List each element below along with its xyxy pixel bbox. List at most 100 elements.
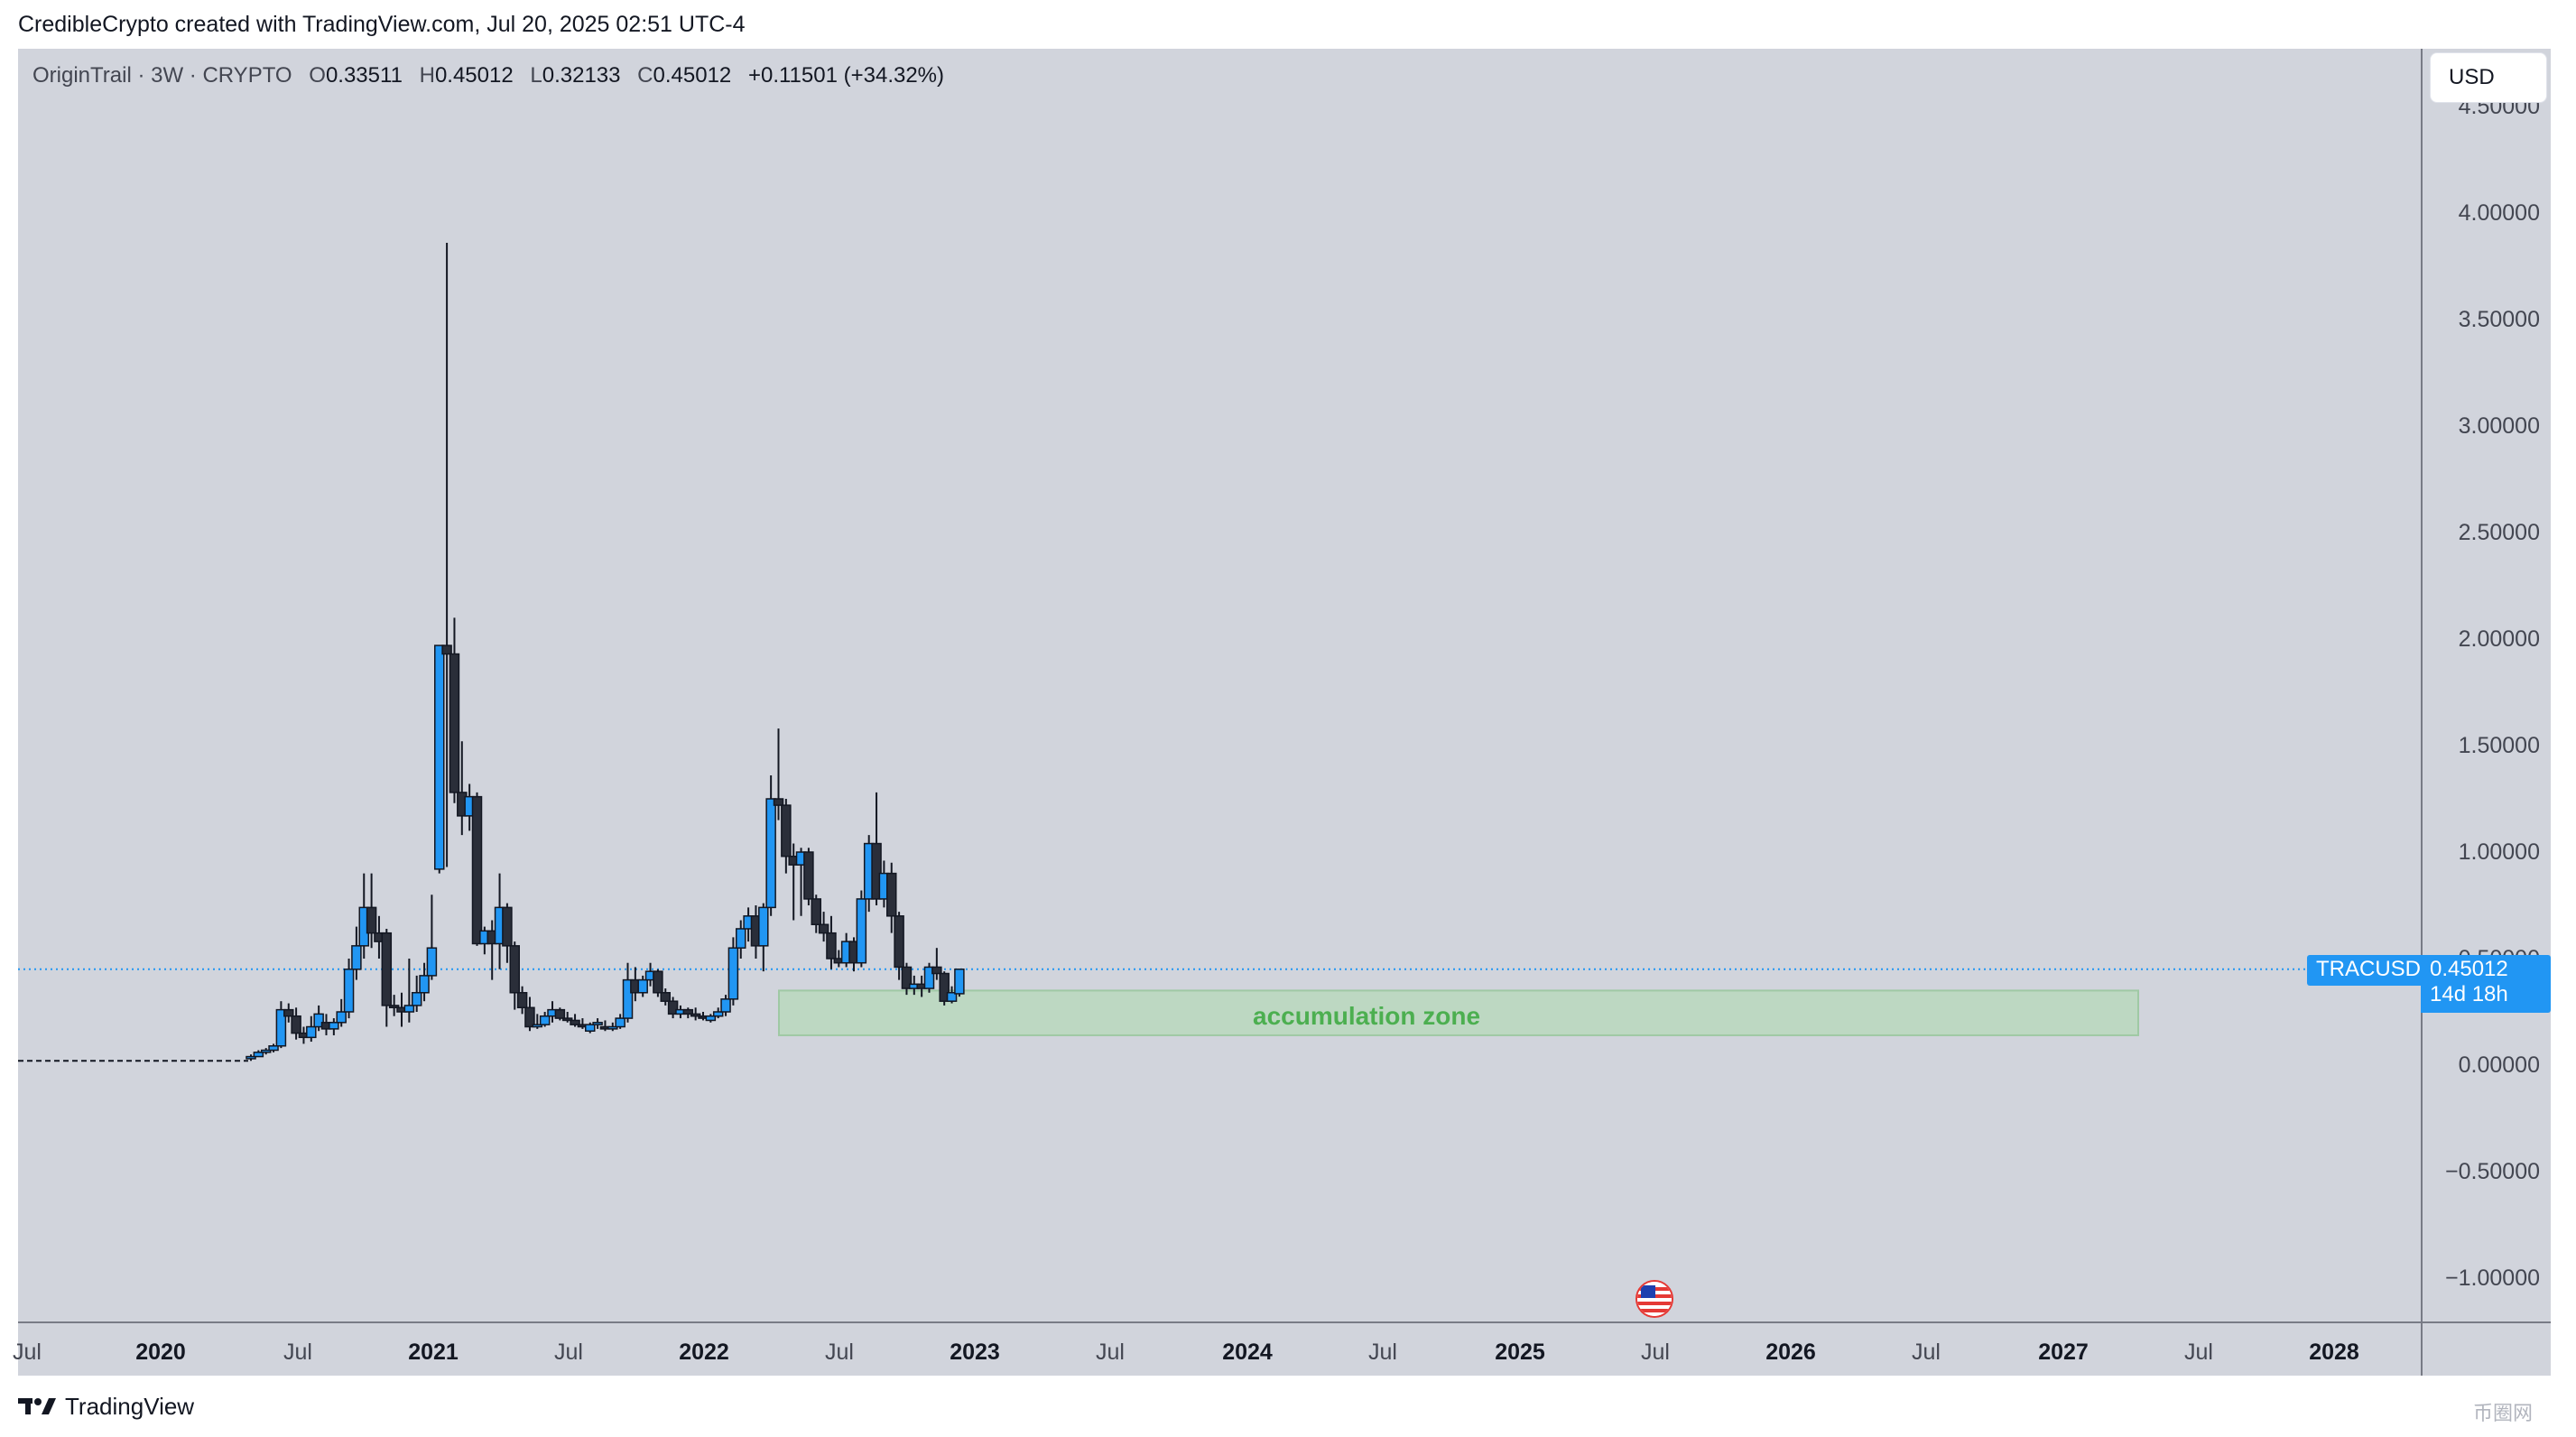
candle-down	[554, 1008, 566, 1019]
candle-up	[856, 898, 867, 964]
candle-up	[260, 1049, 272, 1053]
low-label: L	[530, 63, 542, 88]
candle-down	[502, 906, 513, 947]
candle-down	[690, 1013, 701, 1017]
candle-up	[592, 1022, 603, 1025]
time-tick-label: Jul	[1641, 1340, 1670, 1365]
time-tick-label: Jul	[13, 1340, 42, 1365]
candle-up	[246, 1055, 256, 1060]
price-tick-label: 3.50000	[2458, 307, 2540, 332]
chart-attribution: CredibleCrypto created with TradingView.…	[18, 11, 746, 37]
candle-down	[449, 653, 460, 793]
price-tick-label: 3.00000	[2458, 413, 2540, 439]
candle-up	[419, 975, 430, 994]
candle-up	[275, 1008, 287, 1047]
symbol-legend: OriginTrail · 3W · CRYPTO O0.33511 H0.45…	[32, 63, 944, 88]
time-tick-label: Jul	[2184, 1340, 2213, 1365]
candle-down	[366, 906, 377, 934]
candle-up	[923, 966, 935, 989]
price-scale[interactable]: 4.50000 4.00000 3.50000 3.00000 2.50000 2.000…	[2421, 49, 2551, 1321]
candle-up	[313, 1013, 324, 1028]
price-tick-label: −0.50000	[2445, 1159, 2540, 1184]
price-tick-label: 2.00000	[2458, 626, 2540, 652]
candle-down	[826, 932, 837, 960]
candle-up	[637, 978, 648, 994]
candle-up	[585, 1024, 596, 1032]
candle-down	[388, 1005, 400, 1009]
last-price-tag: 0.45012 14d 18h	[2421, 955, 2551, 1013]
price-tick-label: 4.00000	[2458, 200, 2540, 226]
candle-up	[532, 1024, 543, 1028]
symbol-price-tag: TRACUSD	[2307, 955, 2431, 986]
candle-down	[939, 972, 950, 1002]
candle-up	[306, 1025, 317, 1039]
close-value: 0.45012	[653, 63, 732, 88]
candle-up	[615, 1017, 625, 1028]
time-tick-label: 2021	[408, 1340, 459, 1365]
chart-pane[interactable]: OriginTrail · 3W · CRYPTO O0.33511 H0.45…	[18, 49, 2421, 1321]
open-label: O	[309, 63, 326, 88]
time-tick-label: Jul	[283, 1340, 312, 1365]
candle-up	[727, 947, 739, 1000]
time-tick-label: 2026	[1765, 1340, 1816, 1365]
candle-up	[622, 978, 634, 1019]
footer-brand: TradingView	[18, 1388, 194, 1424]
candle-up	[434, 644, 445, 870]
close-label: C	[637, 63, 653, 88]
low-value: 0.32133	[542, 63, 621, 88]
time-tick-label: Jul	[825, 1340, 854, 1365]
candle-up	[946, 992, 958, 1002]
brand-name: TradingView	[65, 1392, 195, 1420]
time-scale[interactable]: Jul 2020 Jul 2021 Jul 2022 Jul 2023 Jul 2024 Jul 20…	[13, 1321, 2421, 1376]
candle-up	[426, 947, 438, 977]
time-tick-label: 2024	[1222, 1340, 1273, 1365]
accumulation-zone-box	[778, 989, 2139, 1036]
candle-up	[403, 1005, 415, 1013]
candle-down	[886, 872, 897, 917]
candle-down	[682, 1008, 694, 1015]
change-value: +0.11501 (+34.32%)	[747, 63, 945, 88]
time-tick-label: 2023	[950, 1340, 1000, 1365]
time-tick-label: 2020	[135, 1340, 186, 1365]
candle-up	[329, 1022, 339, 1030]
candle-up	[539, 1015, 551, 1025]
candle-up	[765, 798, 776, 909]
candle-down	[283, 1008, 294, 1017]
time-tick-label: Jul	[1912, 1340, 1941, 1365]
candlestick-chart[interactable]	[18, 49, 2421, 1321]
candle-down	[931, 966, 942, 975]
candle-up	[720, 998, 731, 1013]
time-tick-label: Jul	[1368, 1340, 1397, 1365]
candle-up	[253, 1052, 264, 1058]
candle-up	[343, 969, 355, 1013]
candle-down	[818, 923, 829, 934]
candle-down	[803, 851, 814, 900]
currency-button[interactable]: USD	[2430, 52, 2547, 103]
time-tick-label: 2028	[2309, 1340, 2359, 1365]
scale-corner[interactable]	[2421, 1321, 2551, 1376]
candle-down	[381, 932, 393, 1006]
candle-up	[705, 1015, 717, 1022]
candle-down	[509, 945, 520, 994]
candle-down	[811, 898, 821, 925]
candle-down	[773, 798, 784, 806]
candle-down	[471, 795, 483, 945]
candle-down	[901, 966, 913, 989]
watermark: 币圈网	[2473, 1402, 2534, 1424]
price-tick-label: 1.50000	[2458, 733, 2540, 758]
time-tick-label: Jul	[554, 1340, 583, 1365]
high-label: H	[419, 63, 435, 88]
time-tick-label: 2025	[1495, 1340, 1545, 1365]
candle-up	[712, 1011, 724, 1017]
open-value: 0.33511	[325, 63, 403, 88]
candle-up	[954, 969, 965, 995]
candle-down	[570, 1019, 580, 1025]
candle-down	[561, 1017, 573, 1022]
candle-up	[268, 1045, 279, 1052]
price-tick-label: 2.50000	[2458, 520, 2540, 545]
candle-down	[291, 1015, 301, 1034]
candle-down	[441, 644, 452, 655]
high-value: 0.45012	[434, 63, 514, 88]
bar-countdown: 14d 18h	[2430, 982, 2508, 1006]
us-flag-icon[interactable]	[1635, 1280, 1673, 1318]
